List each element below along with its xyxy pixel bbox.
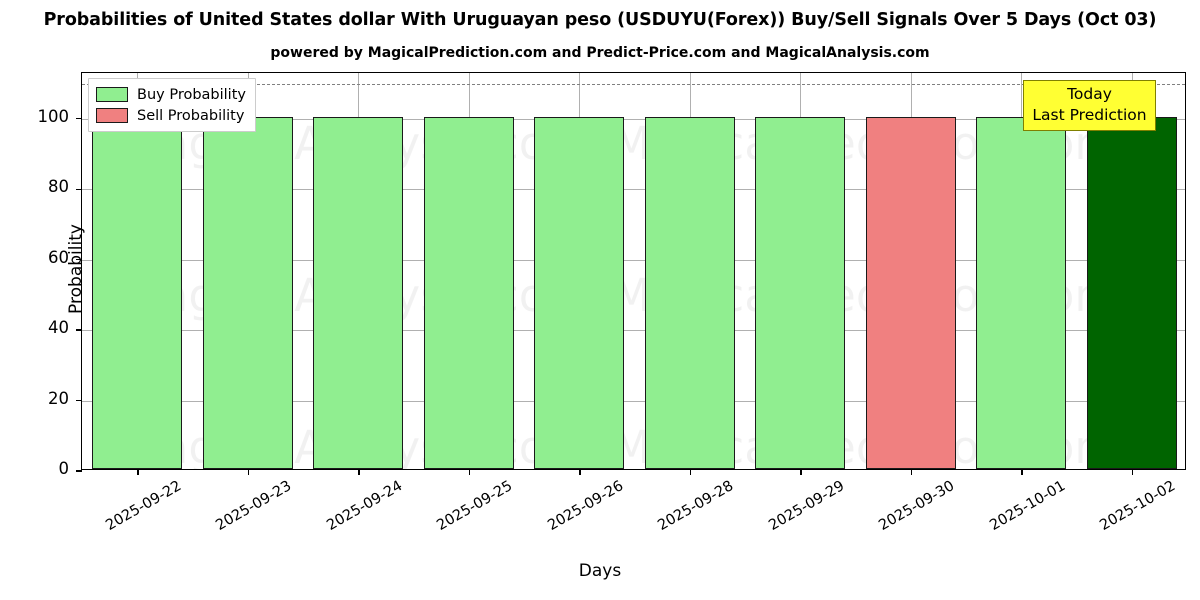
gridline-y (82, 259, 1185, 261)
bars-layer (82, 73, 1185, 469)
y-tick-mark (76, 118, 82, 120)
x-tick-label: 2025-09-30 (876, 478, 958, 534)
y-tick-label: 20 (48, 388, 69, 408)
overlay-layer (82, 73, 1185, 469)
bar-2025-10-01 (976, 116, 1067, 469)
x-tick-mark (579, 469, 581, 475)
x-tick-label: 2025-09-26 (545, 478, 627, 534)
y-tick-label: 80 (48, 177, 69, 197)
y-tick-label: 40 (48, 318, 69, 338)
bar-2025-10-02 (1086, 116, 1177, 469)
legend-label-buy: Buy Probability (137, 86, 246, 103)
bar-2025-09-29 (755, 116, 846, 469)
gridline-y (82, 330, 1185, 332)
x-tick-mark (137, 469, 139, 475)
y-tick-label: 100 (37, 106, 70, 126)
gridline-y (82, 189, 1185, 191)
y-tick-mark (76, 329, 82, 331)
y-tick-label: 60 (48, 247, 69, 267)
x-tick-label: 2025-09-29 (766, 478, 848, 534)
x-axis-title: Days (578, 561, 622, 581)
x-tick-label: 2025-09-24 (324, 478, 406, 534)
legend-item-sell: Sell Probability (96, 105, 246, 126)
bar-2025-09-26 (534, 116, 625, 469)
x-tick-mark (358, 469, 360, 475)
x-tick-mark (1021, 469, 1023, 475)
x-tick-mark (800, 469, 802, 475)
legend-swatch-sell (96, 108, 128, 123)
bar-2025-09-28 (644, 116, 735, 469)
x-tick-mark (689, 469, 692, 475)
bar-2025-09-25 (423, 116, 514, 469)
chart-subtitle: powered by MagicalPrediction.com and Pre… (270, 45, 930, 61)
bar-2025-09-24 (313, 116, 404, 469)
x-tick-label: 2025-09-23 (213, 478, 295, 534)
y-tick-mark (76, 188, 82, 190)
y-tick-mark (76, 470, 82, 472)
threshold-line (82, 83, 1185, 85)
x-tick-label: 2025-09-25 (434, 478, 516, 534)
x-tick-label: 2025-09-22 (103, 478, 185, 534)
gridline-y (82, 400, 1185, 402)
x-tick-label: 2025-09-28 (655, 478, 737, 534)
legend-swatch-buy (96, 87, 128, 102)
x-tick-mark (468, 469, 471, 475)
chart-legend: Buy Probability Sell Probability (88, 78, 256, 132)
y-tick-label: 0 (58, 459, 70, 478)
x-tick-mark (1131, 469, 1134, 475)
legend-item-buy: Buy Probability (96, 84, 246, 105)
x-tick-label: 2025-10-02 (1097, 478, 1179, 534)
today-annotation-line1: Today (1067, 85, 1112, 103)
x-tick-label: 2025-10-01 (987, 478, 1069, 534)
y-tick-mark (76, 258, 82, 261)
x-tick-mark (247, 469, 250, 475)
page-title: Probabilities of United States dollar Wi… (43, 10, 1157, 30)
y-tick-mark (76, 399, 82, 402)
y-axis-title: Probability (66, 224, 86, 314)
bar-2025-09-22 (92, 116, 183, 469)
plot-area: MagicalAnalysis.comMagicalPrediction.com… (66, 72, 1186, 475)
bar-2025-09-23 (202, 116, 293, 469)
today-annotation: Today Last Prediction (1023, 80, 1156, 131)
today-annotation-line2: Last Prediction (1032, 106, 1147, 124)
bar-2025-09-30 (865, 116, 956, 469)
legend-label-sell: Sell Probability (137, 107, 245, 124)
gridline-y (82, 118, 1185, 120)
x-tick-mark (910, 469, 913, 475)
